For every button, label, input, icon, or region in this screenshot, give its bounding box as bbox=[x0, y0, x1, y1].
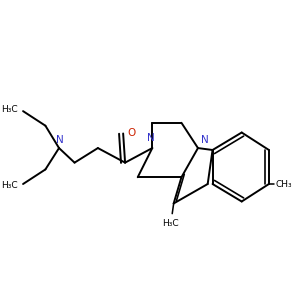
Text: O: O bbox=[128, 128, 136, 138]
Text: N: N bbox=[202, 135, 209, 145]
Text: H₃C: H₃C bbox=[1, 181, 18, 190]
Text: CH₃: CH₃ bbox=[275, 179, 292, 188]
Text: H₃C: H₃C bbox=[162, 220, 179, 229]
Text: H₃C: H₃C bbox=[1, 106, 18, 115]
Text: N: N bbox=[147, 133, 155, 143]
Text: N: N bbox=[56, 135, 64, 145]
